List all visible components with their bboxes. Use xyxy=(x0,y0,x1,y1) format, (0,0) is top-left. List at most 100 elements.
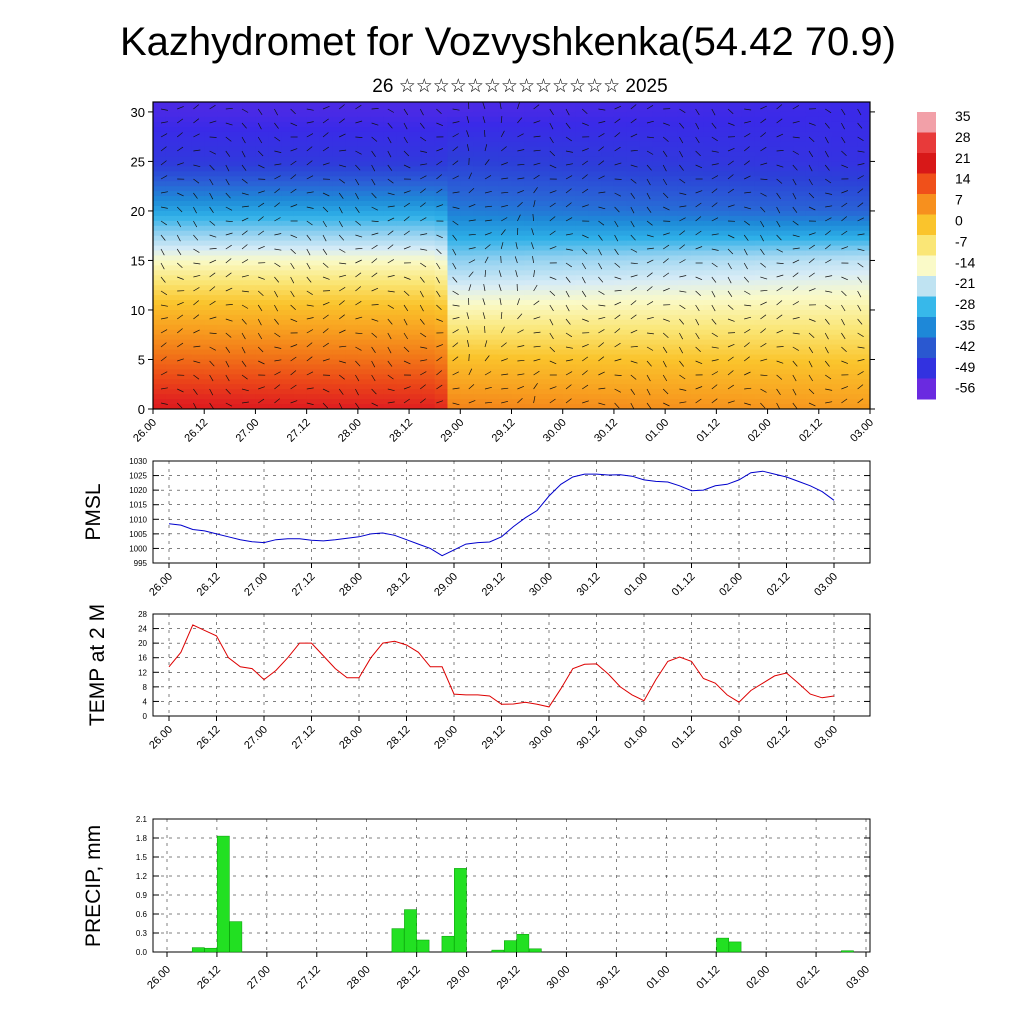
wind-vector xyxy=(662,192,669,199)
heatmap-cell xyxy=(626,384,641,390)
colorbar-box xyxy=(917,214,936,236)
heatmap-cell xyxy=(729,136,743,143)
heatmap-cell xyxy=(370,136,385,143)
wind-vector xyxy=(468,259,476,264)
heatmap-cell xyxy=(639,126,653,133)
heatmap-cell xyxy=(857,220,870,227)
heatmap-cell xyxy=(396,215,410,222)
heatmap-cell xyxy=(293,220,308,227)
heatmap-cell xyxy=(396,136,410,143)
wind-vector xyxy=(290,304,296,311)
heatmap-cell xyxy=(217,399,231,405)
heatmap-cell xyxy=(562,181,577,187)
wind-vector xyxy=(355,206,360,213)
heatmap-cell xyxy=(562,245,577,252)
heatmap-cell xyxy=(575,136,589,143)
wind-vector xyxy=(484,232,492,236)
heatmap-cell xyxy=(677,329,692,336)
heatmap-cell xyxy=(268,265,282,271)
wind-vector xyxy=(452,121,460,124)
heatmap-cell xyxy=(818,240,833,247)
heatmap-cell xyxy=(524,116,538,123)
heatmap-cell xyxy=(242,116,257,123)
heatmap-cell xyxy=(473,235,487,242)
wind-vector xyxy=(241,136,246,144)
heatmap-cell xyxy=(549,171,564,177)
heatmap-cell xyxy=(665,166,679,172)
heatmap-cell xyxy=(204,404,218,409)
heatmap-cell xyxy=(729,245,743,252)
heatmap-cell xyxy=(741,260,756,266)
heatmap-cell xyxy=(409,404,423,409)
heatmap-cell xyxy=(306,151,321,158)
heatmap-cell xyxy=(498,265,513,271)
heatmap-cell xyxy=(729,265,743,271)
heatmap-cell xyxy=(498,344,513,351)
wind-vector xyxy=(339,287,346,292)
heatmap-cell xyxy=(447,354,461,361)
heatmap-cell xyxy=(319,399,333,405)
heatmap-cell xyxy=(831,156,845,163)
heatmap-cell xyxy=(857,270,870,276)
wind-vector xyxy=(517,202,523,208)
heatmap-cell xyxy=(665,156,679,163)
colorbar-box xyxy=(917,255,936,277)
wind-vector xyxy=(355,402,360,409)
heatmap-cell xyxy=(524,146,538,153)
wind-vector xyxy=(225,346,231,353)
heatmap-cell xyxy=(690,240,705,247)
wind-vector xyxy=(841,304,846,312)
heatmap-cell xyxy=(383,220,397,227)
wind-vector xyxy=(776,374,783,380)
heatmap-cell xyxy=(857,171,870,177)
heatmap-cell xyxy=(447,205,461,212)
heatmap-cell xyxy=(204,235,218,242)
heatmap-cell xyxy=(242,319,257,326)
wind-vector xyxy=(338,402,343,409)
heatmap-cell xyxy=(217,379,231,385)
heatmap-cell xyxy=(639,314,653,321)
heatmap-cell xyxy=(242,309,257,316)
heatmap-cell xyxy=(767,399,781,405)
heatmap-cell xyxy=(716,394,730,400)
heatmap-cell xyxy=(473,201,487,207)
heatmap-cell xyxy=(652,280,666,286)
wind-vector xyxy=(743,356,750,362)
heatmap-cell xyxy=(498,201,513,207)
heatmap-cell xyxy=(652,250,666,257)
wind-vector xyxy=(501,177,509,180)
heatmap-cell xyxy=(383,161,397,167)
heatmap-cell xyxy=(473,384,487,390)
heatmap-cell xyxy=(434,196,449,202)
heatmap-cell xyxy=(703,106,717,113)
heatmap-cell xyxy=(703,399,717,405)
heatmap-cell xyxy=(293,141,308,148)
heatmap-cell xyxy=(332,255,346,262)
heatmap-cell xyxy=(153,295,167,301)
heatmap-cell xyxy=(652,369,666,375)
heatmap-cell xyxy=(665,141,679,148)
x-tick-label: 29.12 xyxy=(480,571,508,599)
heatmap-cell xyxy=(793,126,807,133)
wind-vector xyxy=(322,358,330,362)
heatmap-cell xyxy=(537,220,551,227)
heatmap-cell xyxy=(153,290,167,296)
heatmap-cell xyxy=(613,136,628,143)
heatmap-cell xyxy=(767,354,781,361)
heatmap-cell xyxy=(613,329,628,336)
heatmap-cell xyxy=(434,319,449,326)
heatmap-cell xyxy=(639,176,653,182)
heatmap-cell xyxy=(677,111,692,118)
heatmap-cell xyxy=(396,250,410,257)
heatmap-cell xyxy=(805,369,820,375)
heatmap-cell xyxy=(281,171,295,177)
heatmap-cell xyxy=(383,186,397,192)
heatmap-cell xyxy=(857,300,870,306)
heatmap-cells xyxy=(153,102,870,409)
heatmap-cell xyxy=(703,191,717,197)
heatmap-cell xyxy=(293,201,308,207)
heatmap-cell xyxy=(370,364,385,370)
heatmap-cell xyxy=(613,300,628,306)
wind-vector xyxy=(533,200,536,208)
heatmap-cell xyxy=(729,359,743,366)
